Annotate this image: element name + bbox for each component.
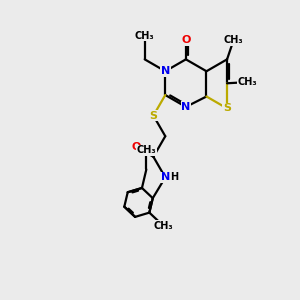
Text: O: O: [181, 35, 190, 45]
Text: CH₃: CH₃: [237, 77, 257, 87]
Text: S: S: [223, 103, 231, 113]
Text: N: N: [161, 172, 170, 182]
Text: H: H: [170, 172, 178, 182]
Text: CH₃: CH₃: [224, 35, 243, 45]
Text: N: N: [161, 66, 170, 76]
Text: S: S: [149, 111, 158, 121]
Text: CH₃: CH₃: [136, 146, 156, 155]
Text: O: O: [132, 142, 141, 152]
Text: CH₃: CH₃: [135, 31, 154, 40]
Text: CH₃: CH₃: [153, 221, 173, 231]
Text: N: N: [181, 102, 190, 112]
